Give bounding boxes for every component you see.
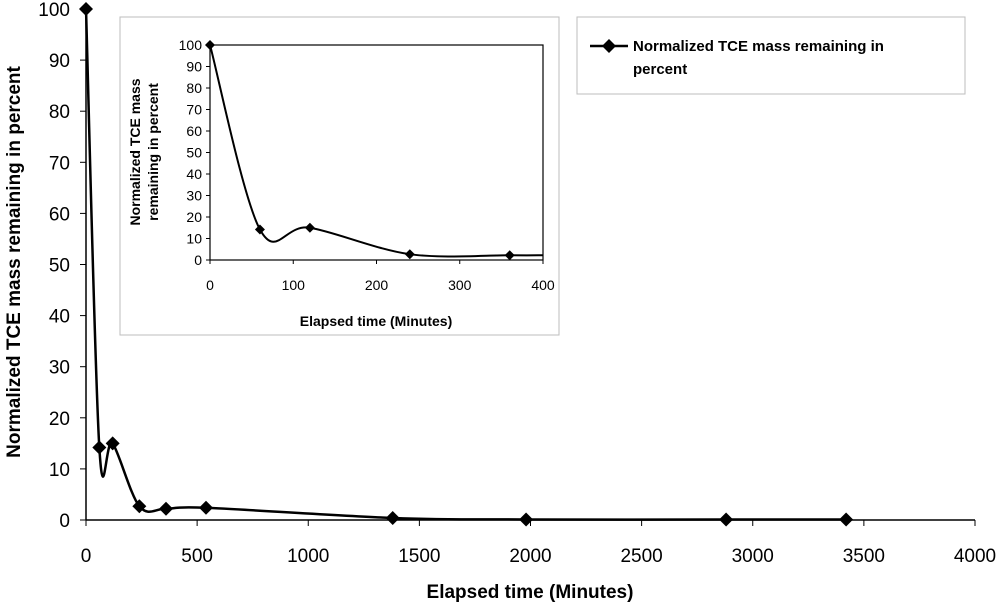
main-data-point — [132, 499, 147, 514]
inset-y-axis-label-line2: remaining in percent — [145, 83, 161, 221]
main-data-point — [159, 501, 174, 516]
main-y-axis-label: Normalized TCE mass remaining in percent — [4, 65, 25, 457]
main-x-tick-label: 1500 — [398, 546, 440, 567]
inset-data-point — [205, 40, 215, 50]
main-y-tick-label: 50 — [49, 256, 70, 277]
main-x-tick-label: 3000 — [732, 546, 774, 567]
main-data-point — [519, 512, 534, 527]
main-data-point — [385, 510, 400, 525]
main-data-point — [719, 512, 734, 527]
main-y-tick-label: 10 — [49, 460, 70, 481]
inset-data-point — [504, 250, 515, 261]
main-x-axis-label: Elapsed time (Minutes) — [427, 582, 634, 603]
main-x-tick-label: 0 — [81, 546, 92, 567]
inset-data-point — [404, 249, 415, 260]
main-y-tick-label: 20 — [49, 409, 70, 430]
inset-y-tick-label: 0 — [194, 252, 202, 268]
inset-x-axis-label: Elapsed time (Minutes) — [300, 313, 452, 329]
inset-frame — [119, 16, 560, 336]
main-y-tick-label: 90 — [49, 51, 70, 72]
main-data-point — [79, 2, 93, 16]
legend-entry-line2: percent — [633, 61, 687, 78]
main-data-point — [839, 512, 854, 527]
main-y-tick-label: 80 — [49, 102, 70, 123]
main-x-tick-label: 2500 — [620, 546, 662, 567]
inset-chart: 0 10 20 30 40 50 60 70 80 90 100 0 100 200 300 400 Ela… — [119, 16, 560, 336]
inset-y-tick-label: 80 — [186, 80, 202, 96]
inset-y-axis-label-line1: Normalized TCE mass — [127, 78, 143, 225]
main-y-tick-label: 60 — [49, 204, 70, 225]
main-x-tick-label: 2000 — [509, 546, 551, 567]
inset-y-tick-label: 10 — [186, 231, 202, 247]
main-y-tick-label: 100 — [38, 0, 70, 21]
inset-y-tick-label: 40 — [186, 166, 202, 182]
main-data-point — [92, 440, 107, 455]
legend-entry-line1: Normalized TCE mass remaining in — [633, 38, 884, 55]
legend-box — [576, 16, 966, 95]
inset-y-tick-label: 90 — [186, 59, 202, 75]
inset-x-tick-label: 0 — [206, 277, 214, 293]
main-x-tick-label: 4000 — [954, 546, 996, 567]
inset-x-tick-label: 200 — [365, 277, 389, 293]
main-data-point — [105, 436, 120, 451]
inset-y-tick-label: 50 — [186, 145, 202, 161]
main-x-tick-label: 1000 — [287, 546, 329, 567]
main-y-tick-label: 40 — [49, 307, 70, 328]
inset-y-tick-label: 70 — [186, 102, 202, 118]
inset-x-tick-label: 400 — [531, 277, 555, 293]
inset-data-point — [254, 224, 265, 235]
main-y-tick-label: 30 — [49, 358, 70, 379]
main-y-tick-label: 70 — [49, 153, 70, 174]
main-x-tick-label: 3500 — [843, 546, 885, 567]
legend: Normalized TCE mass remaining in percent — [576, 16, 966, 95]
inset-y-tick-label: 100 — [179, 37, 203, 53]
inset-data-point — [304, 222, 315, 233]
inset-y-tick-label: 30 — [186, 188, 202, 204]
main-data-point — [199, 500, 214, 515]
inset-x-tick-label: 300 — [448, 277, 472, 293]
inset-y-tick-label: 20 — [186, 209, 202, 225]
main-x-tick-label: 500 — [181, 546, 213, 567]
main-y-tick-label: 0 — [59, 511, 70, 532]
inset-y-tick-label: 60 — [186, 123, 202, 139]
inset-x-tick-label: 100 — [282, 277, 306, 293]
legend-marker-diamond — [602, 39, 616, 53]
